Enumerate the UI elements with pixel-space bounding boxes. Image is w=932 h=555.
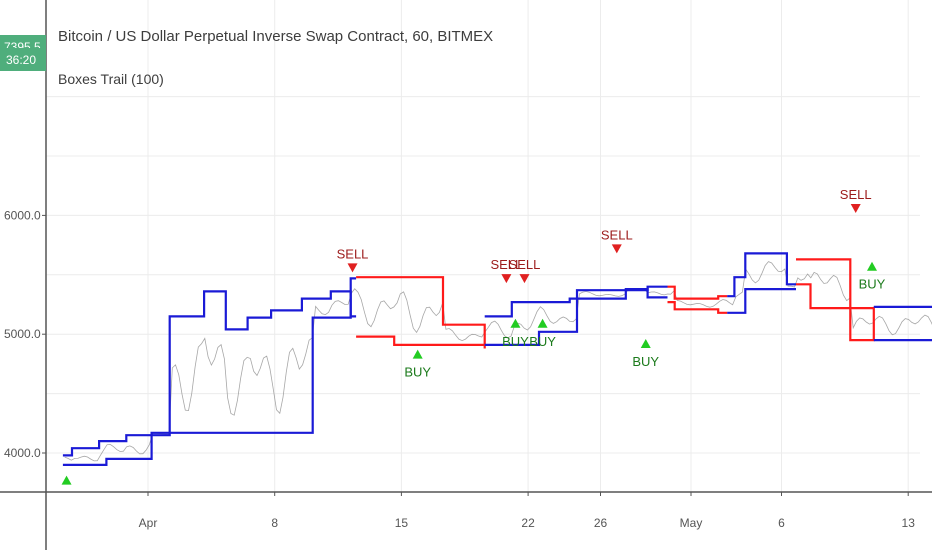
countdown-badge: 36:20	[0, 48, 46, 71]
x-tick-label: 22	[521, 516, 535, 530]
indicator-label: Boxes Trail (100)	[58, 71, 164, 87]
x-tick-label: 13	[902, 516, 916, 530]
x-tick-label: May	[680, 516, 703, 530]
x-tick-label: 26	[594, 516, 608, 530]
x-tick-label: Apr	[139, 516, 158, 530]
blue-trail-segment	[484, 285, 668, 346]
buy-signal-label: BUY	[632, 354, 659, 369]
buy-arrow-icon	[640, 338, 651, 348]
y-tick-label: 6000.0	[4, 208, 41, 222]
red-trail-segment	[796, 283, 874, 310]
red-trail-segment	[356, 335, 485, 346]
sell-signal-label: SELL	[601, 227, 633, 242]
blue-trail-segment	[62, 290, 357, 457]
x-tick-label: 8	[271, 516, 278, 530]
sell-arrow-icon	[347, 263, 358, 273]
red-trail-segment	[356, 276, 486, 349]
buy-arrow-icon	[537, 318, 548, 328]
buy-arrow-icon	[412, 349, 423, 359]
sell-signal-label: SELL	[840, 187, 872, 202]
buy-arrow-icon	[61, 475, 72, 485]
sell-signal-label: SELL	[509, 257, 541, 272]
price-line	[64, 261, 932, 462]
blue-trail-segment	[62, 277, 357, 466]
x-tick-label: 15	[395, 516, 409, 530]
chart-title: Bitcoin / US Dollar Perpetual Inverse Sw…	[58, 28, 493, 45]
buy-arrow-icon	[510, 318, 521, 328]
buy-signal-label: BUY	[404, 365, 431, 380]
gridlines	[46, 0, 920, 492]
sell-arrow-icon	[519, 274, 530, 284]
red-trail-segment	[667, 285, 728, 300]
x-tick-label: 6	[778, 516, 785, 530]
y-tick-label: 4000.0	[4, 446, 41, 460]
buy-signal-label: BUY	[859, 277, 886, 292]
buy-signal-label: BUY	[502, 334, 529, 349]
buy-arrow-icon	[867, 261, 877, 271]
red-trail-segment	[667, 301, 728, 314]
boxes-trail-lines	[62, 252, 932, 466]
sell-arrow-icon	[501, 274, 512, 284]
sell-arrow-icon	[850, 204, 861, 214]
sell-signal-label: SELL	[490, 257, 522, 272]
blue-trail-segment	[873, 305, 932, 308]
countdown-text: 36:20	[6, 53, 36, 67]
sell-signal-label: SELL	[337, 246, 369, 261]
blue-trail-segment	[727, 288, 796, 314]
red-trail-segment	[796, 258, 875, 342]
price-candles	[64, 261, 932, 462]
buy-signal-label: BUY	[529, 334, 556, 349]
y-tick-label: 5000.0	[4, 327, 41, 341]
sell-arrow-icon	[611, 244, 622, 254]
blue-trail-segment	[484, 288, 668, 318]
blue-trail-segment	[727, 252, 796, 298]
